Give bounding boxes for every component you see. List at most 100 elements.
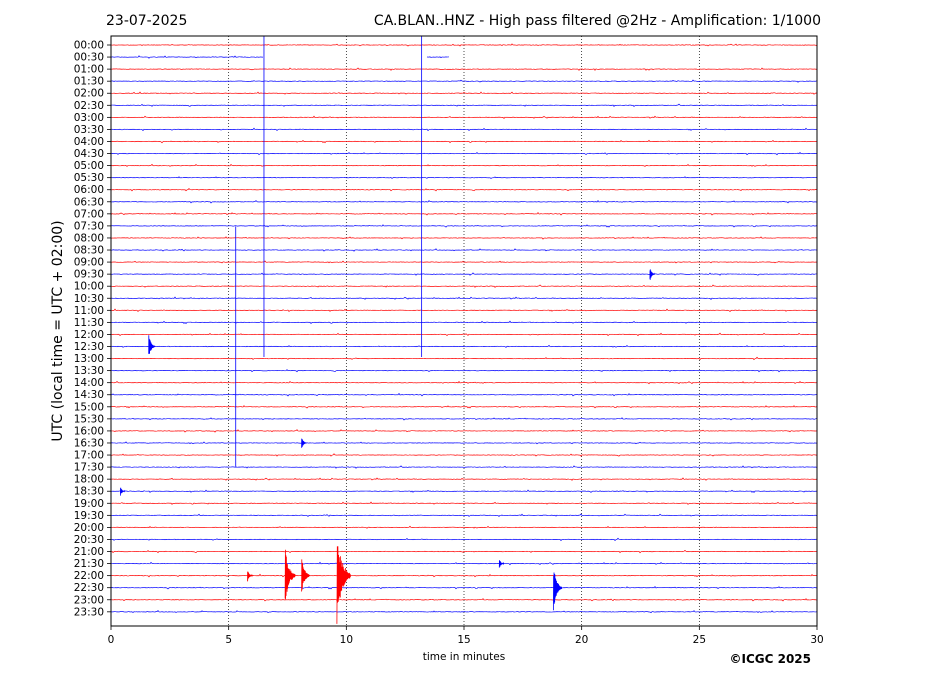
trace-row-0630 (110, 200, 818, 204)
trace-row-2130 (110, 561, 818, 566)
y-tick-label: 01:30 (74, 76, 104, 88)
event-2200-7 (284, 549, 296, 600)
trace-row-1230 (110, 344, 818, 348)
y-tick-label: 21:30 (74, 558, 104, 570)
y-tick-label: 05:00 (74, 160, 104, 172)
trace-row-0600 (110, 187, 818, 192)
trace-row-0700 (110, 212, 818, 216)
y-tick-label: 13:30 (74, 365, 104, 377)
trace-row-1930 (110, 513, 818, 518)
trace-row-1200 (110, 332, 818, 337)
y-tick-label: 01:00 (74, 64, 104, 76)
trace-row-2230 (110, 585, 818, 590)
trace-row-2330 (110, 610, 818, 614)
y-tick-label: 11:30 (74, 317, 104, 329)
y-tick-label: 18:00 (74, 474, 104, 486)
y-ticks: 00:0000:3001:0001:3002:0002:3003:0003:30… (74, 40, 111, 618)
trace-row-0930 (110, 272, 818, 276)
y-tick-label: 02:30 (74, 100, 104, 112)
y-tick-label: 05:30 (74, 172, 104, 184)
y-tick-label: 16:00 (74, 425, 104, 437)
y-tick-label: 02:00 (74, 88, 104, 100)
y-tick-label: 06:00 (74, 184, 104, 196)
trace-row-1830 (110, 489, 818, 493)
y-tick-label: 20:30 (74, 534, 104, 546)
y-tick-label: 19:30 (74, 510, 104, 522)
y-tick-label: 09:30 (74, 269, 104, 281)
event-2200-6 (247, 571, 253, 582)
trace-row-1100 (110, 308, 818, 313)
y-tick-label: 11:00 (74, 305, 104, 317)
trace-row-1400 (110, 380, 818, 385)
trace-row-0730 (110, 224, 818, 228)
event-1230-2 (148, 335, 156, 354)
trace-row-2030 (110, 537, 818, 542)
y-tick-label: 15:30 (74, 413, 104, 425)
trace-row-0230 (110, 103, 818, 107)
y-tick-label: 17:00 (74, 450, 104, 462)
trace-row-0800 (110, 236, 818, 240)
grid-layer (228, 36, 700, 626)
trace-row-0400 (110, 139, 818, 144)
y-tick-label: 00:30 (74, 52, 104, 64)
x-axis-label: time in minutes (423, 651, 505, 663)
x-tick-label: 10 (340, 634, 353, 646)
x-tick-label: 30 (810, 634, 823, 646)
x-tick-label: 5 (225, 634, 232, 646)
y-tick-label: 07:00 (74, 208, 104, 220)
y-tick-label: 04:00 (74, 136, 104, 148)
y-tick-label: 14:00 (74, 377, 104, 389)
y-tick-label: 12:00 (74, 329, 104, 341)
y-tick-label: 18:30 (74, 486, 104, 498)
event-0930-12 (649, 269, 656, 280)
trace-row-1300 (110, 356, 818, 361)
trace-row-1130 (110, 320, 818, 325)
event-2130-11 (498, 560, 505, 568)
y-tick-label: 03:30 (74, 124, 104, 136)
event-2200-9 (336, 546, 351, 624)
trace-row-0200 (110, 91, 818, 95)
trace-row-1030 (110, 296, 818, 300)
y-tick-label: 07:30 (74, 220, 104, 232)
y-tick-label: 12:30 (74, 341, 104, 353)
trace-row-1530 (110, 417, 818, 421)
chart-title-station: CA.BLAN..HNZ - High pass filtered @2Hz -… (374, 13, 821, 29)
y-tick-label: 08:00 (74, 232, 104, 244)
trace-row-1430 (110, 392, 818, 397)
trace-row-1330 (110, 369, 818, 373)
y-tick-label: 08:30 (74, 245, 104, 257)
trace-row-2200 (110, 573, 818, 578)
y-tick-label: 17:30 (74, 462, 104, 474)
y-tick-label: 16:30 (74, 437, 104, 449)
trace-row-1500 (110, 405, 818, 409)
y-tick-label: 23:30 (74, 606, 104, 618)
y-tick-label: 22:30 (74, 582, 104, 594)
trace-row-0030 (110, 55, 450, 59)
chart-title-date: 23-07-2025 (106, 13, 187, 29)
y-tick-label: 14:30 (74, 389, 104, 401)
y-tick-label: 03:00 (74, 112, 104, 124)
y-tick-label: 10:30 (74, 293, 104, 305)
x-tick-label: 25 (693, 634, 706, 646)
traces-layer (110, 43, 818, 614)
y-tick-label: 13:00 (74, 353, 104, 365)
y-tick-label: 09:00 (74, 257, 104, 269)
trace-row-2000 (110, 525, 818, 529)
trace-row-0130 (110, 79, 818, 83)
y-axis-label: UTC (local time = UTC + 02:00) (50, 220, 66, 441)
trace-row-0100 (110, 67, 818, 71)
trace-row-2100 (110, 549, 818, 554)
trace-row-0000 (110, 43, 818, 47)
trace-row-0900 (110, 260, 818, 264)
trace-row-0830 (110, 248, 818, 252)
y-tick-label: 00:00 (74, 40, 104, 52)
trace-row-0330 (110, 127, 818, 132)
trace-row-1000 (110, 284, 818, 288)
x-tick-label: 15 (457, 634, 470, 646)
y-tick-label: 20:00 (74, 522, 104, 534)
y-tick-label: 21:00 (74, 546, 104, 558)
x-tick-label: 20 (575, 634, 588, 646)
x-tick-label: 0 (108, 634, 115, 646)
trace-row-1900 (110, 501, 818, 505)
